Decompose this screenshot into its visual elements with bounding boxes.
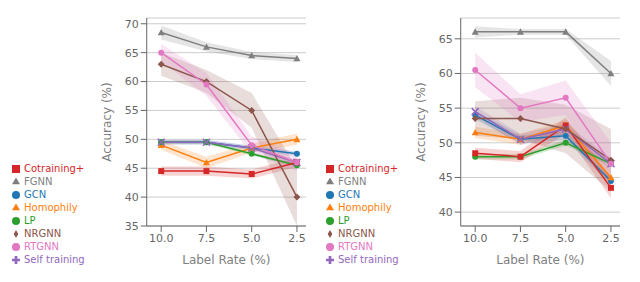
- html-text:LP: LP: [24, 215, 36, 226]
- html-text:GCN: GCN: [338, 189, 361, 200]
- svg-text:2.5: 2.5: [602, 232, 620, 245]
- svg-text:70: 70: [125, 18, 139, 31]
- svg-text:45: 45: [439, 171, 453, 184]
- svg-text:5.0: 5.0: [243, 232, 261, 245]
- html-text:Self training: Self training: [24, 254, 85, 265]
- svg-text:40: 40: [439, 206, 453, 219]
- html-text:Homophily: Homophily: [24, 202, 78, 213]
- html-text:FGNN: FGNN: [338, 176, 367, 187]
- svg-text:55: 55: [125, 104, 139, 117]
- svg-text:Accuracy (%): Accuracy (%): [100, 82, 114, 161]
- html-text:RTGNN: RTGNN: [24, 241, 59, 252]
- html-text:GCN: GCN: [24, 189, 47, 200]
- svg-text:Accuracy (%): Accuracy (%): [414, 82, 428, 161]
- svg-text:10.0: 10.0: [149, 232, 174, 245]
- html-text:LP: LP: [338, 215, 350, 226]
- svg-text:45: 45: [125, 162, 139, 175]
- svg-text:55: 55: [439, 102, 453, 115]
- html-text:NRGNN: NRGNN: [338, 228, 376, 239]
- svg-text:2.5: 2.5: [288, 232, 306, 245]
- svg-text:Label Rate (%): Label Rate (%): [496, 253, 584, 267]
- svg-text:60: 60: [439, 67, 453, 80]
- svg-text:10.0: 10.0: [463, 232, 488, 245]
- html-text:Homophily: Homophily: [338, 202, 392, 213]
- svg-text:65: 65: [125, 47, 139, 60]
- svg-text:7.5: 7.5: [198, 232, 216, 245]
- html-text:Self training: Self training: [338, 254, 399, 265]
- html-text:Cotraining+: Cotraining+: [338, 163, 399, 174]
- html-text:RTGNN: RTGNN: [338, 241, 373, 252]
- html-text:Cotraining+: Cotraining+: [24, 163, 85, 174]
- svg-text:5.0: 5.0: [557, 232, 575, 245]
- html-text:FGNN: FGNN: [24, 176, 53, 187]
- svg-text:35: 35: [125, 220, 139, 233]
- svg-text:65: 65: [439, 33, 453, 46]
- svg-text:7.5: 7.5: [512, 232, 530, 245]
- svg-text:40: 40: [125, 191, 139, 204]
- html-text:NRGNN: NRGNN: [24, 228, 62, 239]
- svg-text:50: 50: [439, 137, 453, 150]
- svg-text:Label Rate (%): Label Rate (%): [182, 253, 270, 267]
- svg-text:50: 50: [125, 133, 139, 146]
- svg-text:60: 60: [125, 75, 139, 88]
